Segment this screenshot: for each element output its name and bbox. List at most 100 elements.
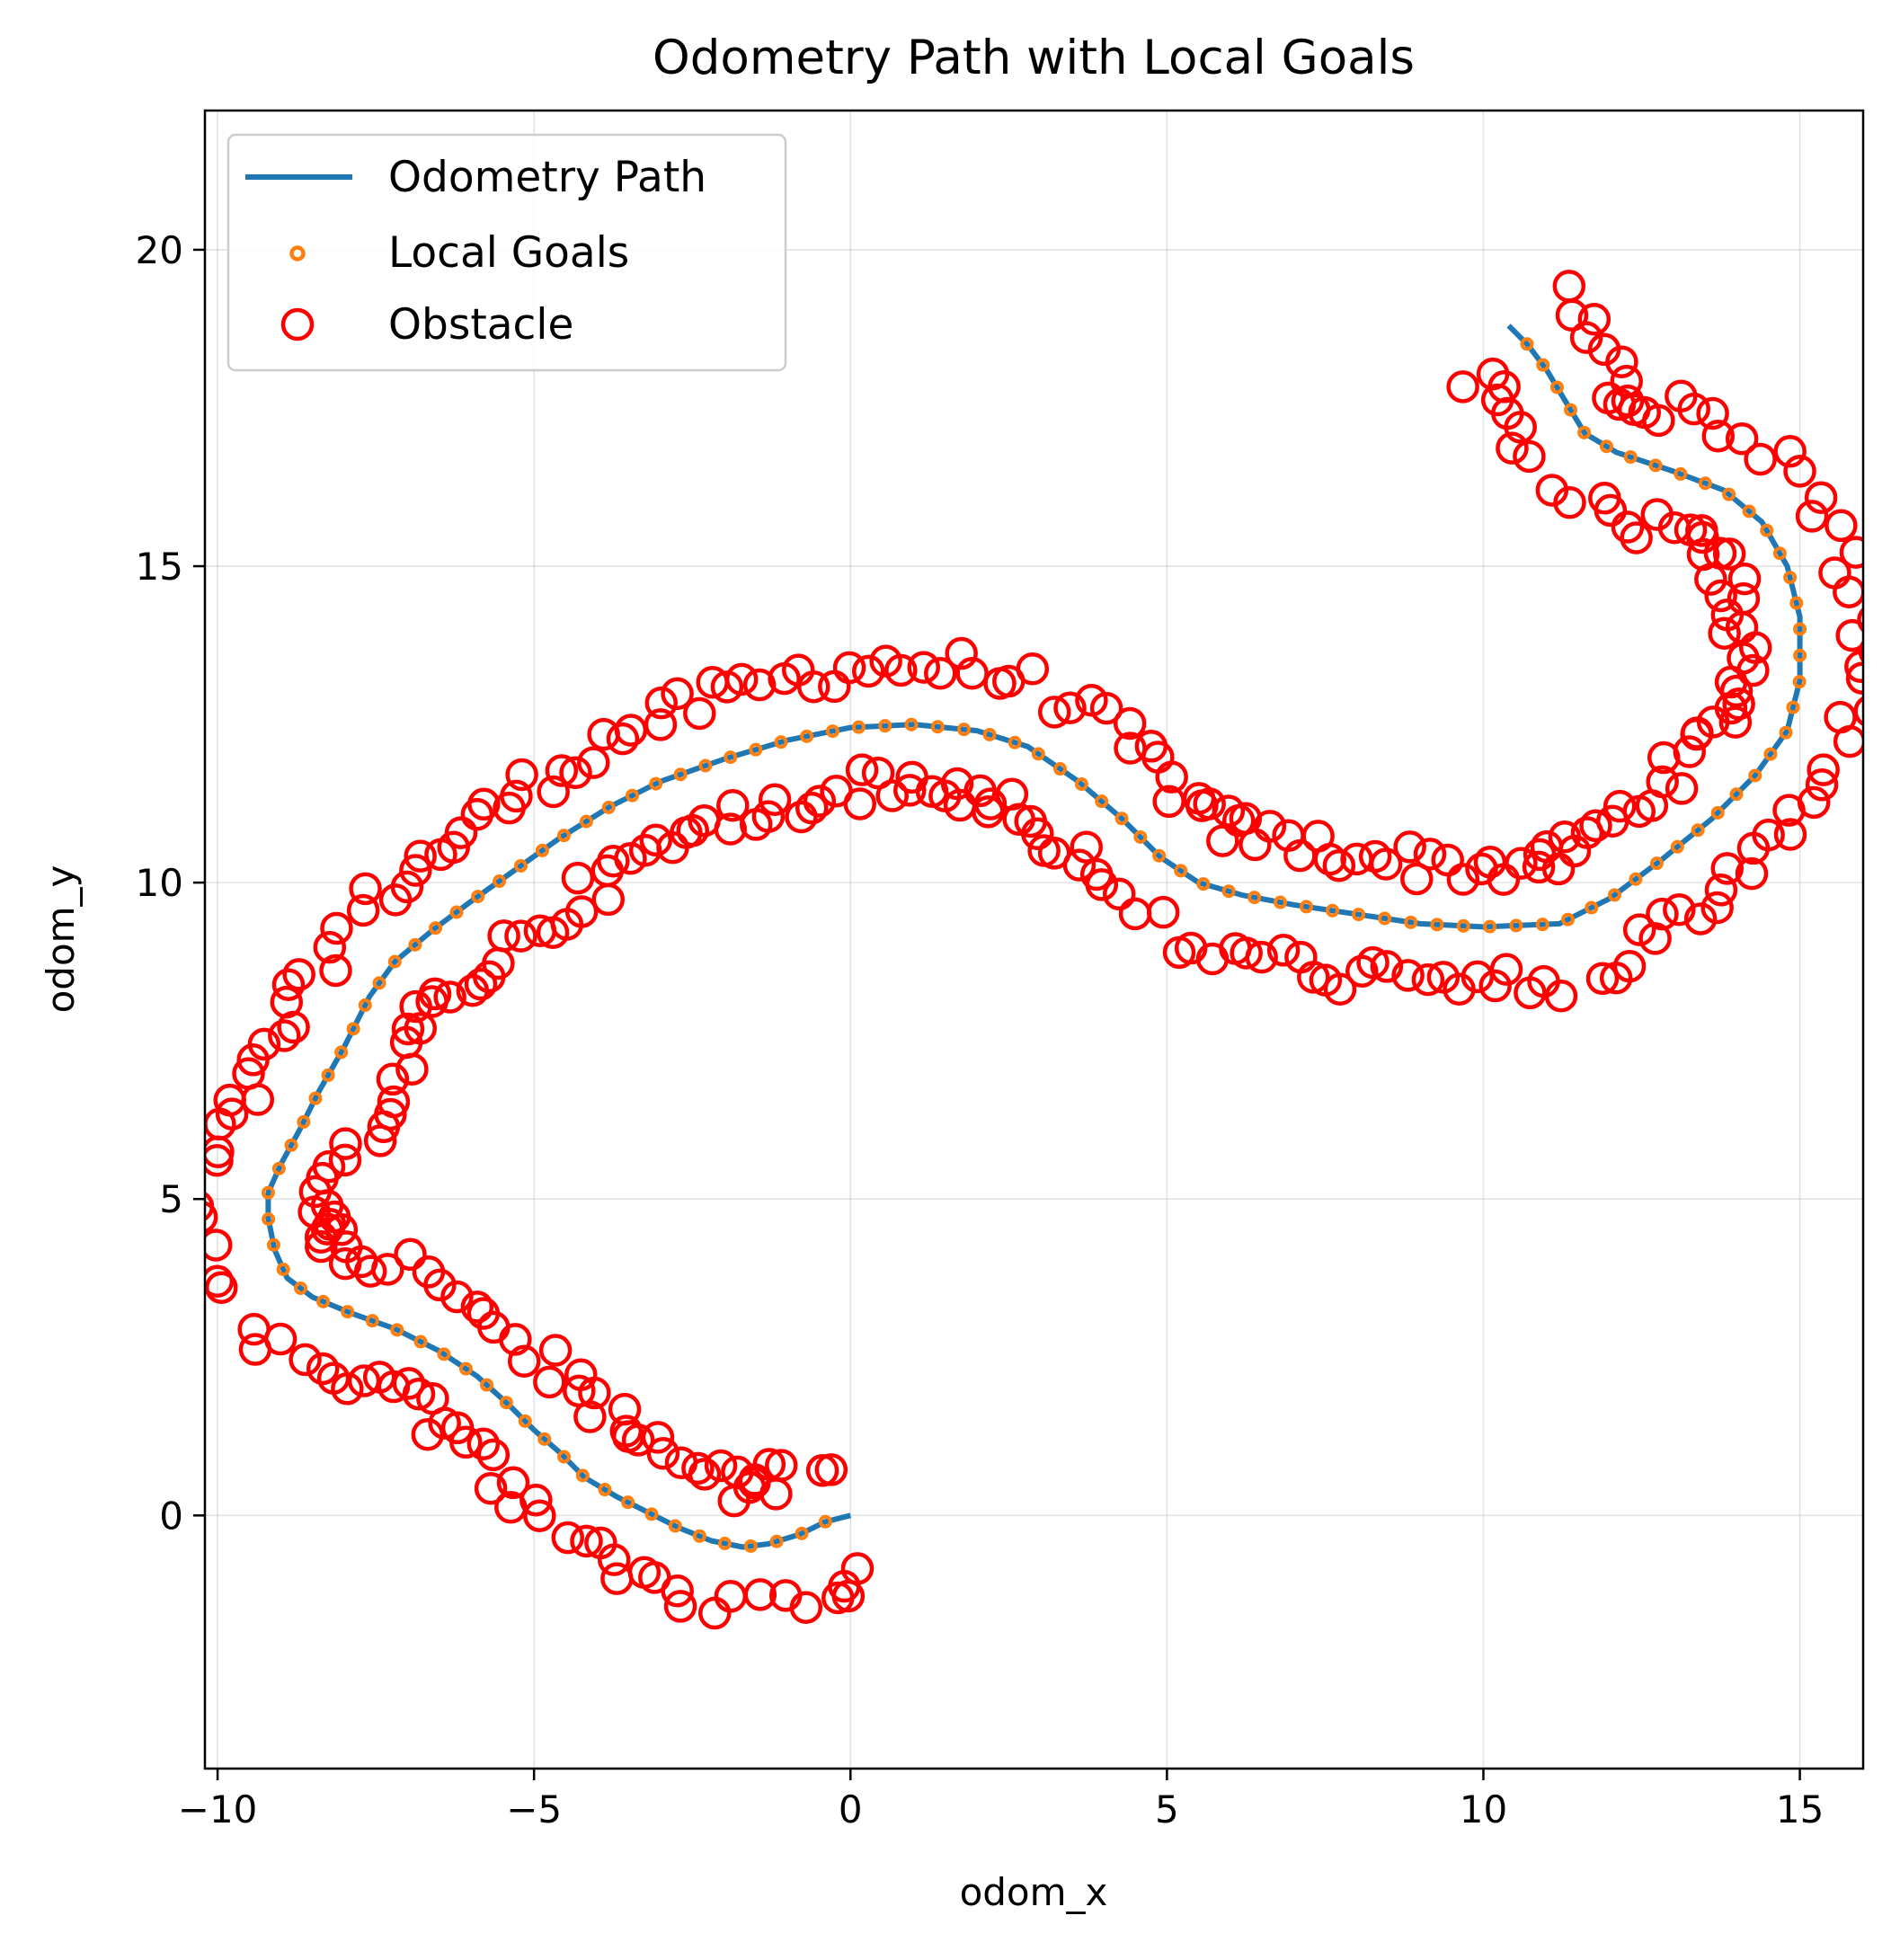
obstacle-marker <box>845 753 879 786</box>
obstacle-marker <box>661 677 694 711</box>
local-goal-marker <box>1274 895 1288 909</box>
local-goal-marker <box>1600 439 1614 454</box>
obstacle-marker <box>1569 321 1603 354</box>
local-goal-marker <box>408 937 422 952</box>
obstacle-marker <box>1825 509 1858 543</box>
obstacle-marker <box>313 930 347 964</box>
local-goal-marker <box>774 735 788 749</box>
local-goal-marker <box>621 1495 635 1510</box>
obstacle-marker <box>545 754 579 787</box>
obstacle-marker <box>1727 562 1762 596</box>
obstacle-marker <box>664 1446 698 1480</box>
obstacle-marker <box>1773 434 1807 468</box>
local-goal-marker <box>601 801 616 815</box>
obstacle-marker <box>564 1358 598 1391</box>
local-goal-marker <box>1378 911 1392 926</box>
x-tick-label: 5 <box>1155 1787 1179 1831</box>
obstacle-marker <box>795 791 829 825</box>
obstacle-marker <box>1783 455 1816 488</box>
obstacle-marker <box>1446 370 1479 404</box>
local-goal-marker <box>1783 571 1798 585</box>
obstacle-marker <box>1070 830 1103 864</box>
obstacle-marker <box>362 1361 396 1394</box>
local-goal-marker <box>372 976 386 990</box>
local-goal-marker <box>800 729 814 743</box>
local-goal-marker <box>321 1068 335 1082</box>
local-goal-marker <box>673 767 688 782</box>
legend-obstacle-swatch <box>280 307 315 341</box>
obstacle-marker <box>282 958 315 991</box>
obstacle-marker <box>316 1361 351 1395</box>
local-goal-marker <box>717 1536 732 1550</box>
obstacle-marker <box>306 1352 340 1386</box>
obstacle-marker <box>609 1415 644 1448</box>
obstacle-marker <box>319 953 352 988</box>
obstacle-marker <box>1587 333 1621 367</box>
obstacle-marker <box>1725 421 1759 456</box>
obstacle-marker <box>1673 735 1707 768</box>
obstacle-marker <box>1411 962 1445 997</box>
obstacle-marker <box>1701 419 1736 453</box>
local-goal-marker <box>1607 888 1621 902</box>
obstacle-marker <box>440 1280 474 1314</box>
obstacle-marker <box>564 895 599 928</box>
local-goal-marker <box>1792 675 1807 689</box>
obstacle-marker <box>1718 705 1753 739</box>
legend-entry-odometry-path: Odometry Path <box>388 153 706 202</box>
obstacle-marker <box>1062 848 1096 882</box>
obstacle-marker <box>1839 536 1863 569</box>
obstacle-marker <box>537 775 570 809</box>
obstacle-marker <box>851 654 885 688</box>
obstacle-marker <box>676 813 710 847</box>
obstacle-marker <box>1712 537 1746 571</box>
obstacle-marker <box>205 1271 238 1304</box>
obstacle-marker <box>940 767 974 801</box>
obstacle-marker <box>639 823 673 857</box>
local-goal-marker <box>818 1514 832 1529</box>
obstacle-marker <box>768 1579 803 1612</box>
local-goal-marker <box>1008 735 1022 749</box>
local-goal-marker <box>1698 476 1712 491</box>
obstacle-marker <box>1476 357 1510 391</box>
local-goal-marker <box>1404 915 1418 929</box>
local-goal-marker <box>1095 794 1109 809</box>
obstacle-marker <box>1612 949 1647 983</box>
local-goal-marker <box>668 1519 682 1533</box>
local-goal-marker <box>1074 777 1088 792</box>
obstacle-marker <box>1611 510 1645 544</box>
obstacle-marker <box>237 1312 271 1346</box>
obstacle-marker <box>724 662 759 696</box>
obstacle-marker <box>1245 940 1278 974</box>
obstacle-marker <box>646 1436 680 1470</box>
obstacle-marker <box>597 845 630 878</box>
local-goal-marker <box>271 1161 286 1175</box>
obstacle-marker <box>716 789 750 822</box>
obstacle-marker <box>884 653 918 687</box>
obstacle-marker <box>973 787 1008 820</box>
obstacle-marker <box>411 1417 445 1451</box>
obstacle-marker <box>346 893 380 927</box>
obstacle-marker <box>391 1012 425 1046</box>
obstacle-marker <box>1818 556 1851 590</box>
local-goal-marker <box>795 1526 809 1540</box>
local-goal-marker <box>1247 891 1262 905</box>
obstacle-marker <box>1588 482 1621 515</box>
obstacle-marker <box>1805 768 1839 802</box>
local-goal-marker <box>297 1114 311 1129</box>
obstacle-marker <box>742 668 777 702</box>
obstacle-marker <box>538 1334 573 1367</box>
local-goal-marker <box>334 1045 349 1060</box>
obstacle-marker <box>232 1057 265 1090</box>
obstacle-marker <box>1665 379 1698 412</box>
obstacle-marker <box>751 800 786 833</box>
local-goal-marker <box>480 1378 494 1392</box>
obstacle-marker <box>205 1191 215 1221</box>
local-goal-marker <box>513 858 528 873</box>
obstacle-marker <box>1393 830 1426 864</box>
local-goal-marker <box>1648 458 1663 473</box>
obstacle-marker <box>1535 474 1569 507</box>
obstacle-marker <box>404 839 437 873</box>
obstacle-marker <box>1674 513 1708 546</box>
obstacle-marker <box>1744 442 1777 476</box>
obstacle-marker <box>215 1097 249 1131</box>
